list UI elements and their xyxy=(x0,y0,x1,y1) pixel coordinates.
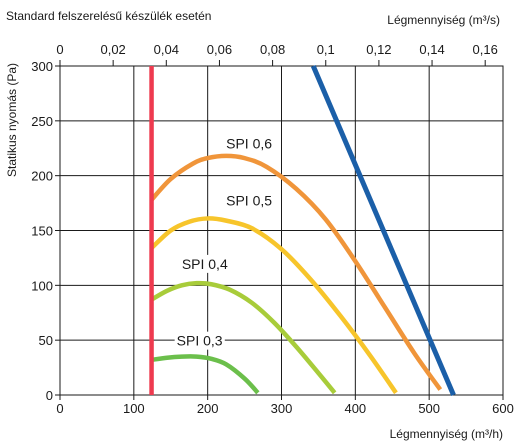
bottom-axis-label: Légmennyiség (m³/h) xyxy=(390,427,503,441)
series-line xyxy=(310,65,456,396)
series-label-background xyxy=(174,331,225,350)
chart-title: Standard felszerelésű készülék esetén xyxy=(6,9,211,23)
x-tick-label: 200 xyxy=(197,401,219,416)
series-labels: SPI 0,6 SPI 0,5 SPI 0,4 SPI 0,3 xyxy=(174,134,275,350)
x2-tick-label: 0,06 xyxy=(207,42,232,57)
x-tick-label: 100 xyxy=(123,401,145,416)
series-label-background xyxy=(224,191,275,210)
x2-tick-label: 0,12 xyxy=(366,42,391,57)
top-axis-label: Légmennyiség (m³/s) xyxy=(387,13,500,27)
y-tick-label: 0 xyxy=(46,388,53,403)
x2-tick-label: 0,1 xyxy=(317,42,335,57)
plot-frame xyxy=(59,65,504,396)
series-label: SPI 0,4 xyxy=(182,256,228,272)
y-tick-label: 200 xyxy=(31,169,53,184)
y-tick-label: 50 xyxy=(39,333,53,348)
x-tick-label: 0 xyxy=(56,401,63,416)
y-tick-label: 250 xyxy=(31,114,53,129)
y-axis-label: Statikus nyomás (Pa) xyxy=(5,63,19,177)
x-tick-label: 600 xyxy=(492,401,514,416)
x-tick-label: 400 xyxy=(344,401,366,416)
series-line xyxy=(149,153,443,391)
x2-tick-label: 0 xyxy=(56,42,63,57)
x-tick-label: 500 xyxy=(418,401,440,416)
y-tick-label: 150 xyxy=(31,224,53,239)
series-line xyxy=(150,280,337,395)
x2-tick-label: 0,08 xyxy=(260,42,285,57)
x2-tick-label: 0,14 xyxy=(419,42,444,57)
x2-tick-label: 0,02 xyxy=(100,42,125,57)
y-tick-label: 100 xyxy=(31,278,53,293)
x2-tick-label: 0,16 xyxy=(473,42,498,57)
series-label-background xyxy=(224,134,275,153)
series-label-background xyxy=(179,254,230,273)
series-line xyxy=(150,216,398,395)
series-label: SPI 0,6 xyxy=(226,135,272,151)
series-label: SPI 0,5 xyxy=(226,192,272,208)
series-line xyxy=(151,354,260,395)
y-tick-label: 300 xyxy=(31,59,53,74)
grid xyxy=(55,60,504,400)
series-layer xyxy=(149,65,456,396)
x2-tick-label: 0,04 xyxy=(154,42,179,57)
x-tick-label: 300 xyxy=(271,401,293,416)
series-label: SPI 0,3 xyxy=(177,333,223,349)
